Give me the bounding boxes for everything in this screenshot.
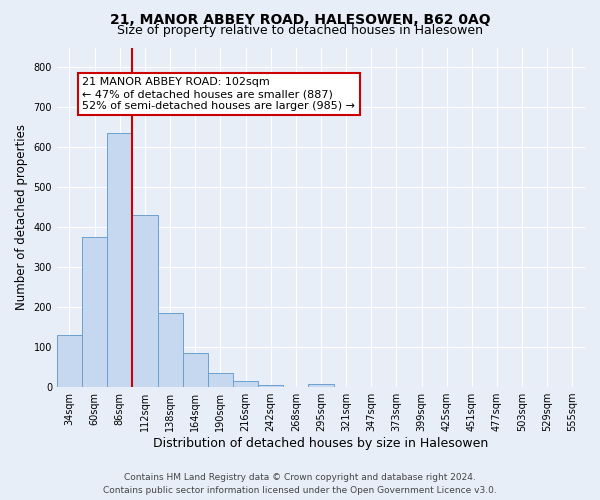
Text: 21, MANOR ABBEY ROAD, HALESOWEN, B62 0AQ: 21, MANOR ABBEY ROAD, HALESOWEN, B62 0AQ <box>110 12 490 26</box>
Bar <box>107 134 133 387</box>
Text: Contains HM Land Registry data © Crown copyright and database right 2024.
Contai: Contains HM Land Registry data © Crown c… <box>103 474 497 495</box>
Text: Size of property relative to detached houses in Halesowen: Size of property relative to detached ho… <box>117 24 483 37</box>
Bar <box>233 381 258 387</box>
Bar <box>208 373 233 387</box>
Text: 21 MANOR ABBEY ROAD: 102sqm
← 47% of detached houses are smaller (887)
52% of se: 21 MANOR ABBEY ROAD: 102sqm ← 47% of det… <box>82 78 355 110</box>
Bar <box>158 313 182 387</box>
Bar <box>57 335 82 387</box>
Y-axis label: Number of detached properties: Number of detached properties <box>15 124 28 310</box>
Bar <box>182 353 208 387</box>
Bar <box>82 238 107 387</box>
Bar <box>133 216 158 387</box>
Bar <box>308 384 334 387</box>
Bar <box>258 385 283 387</box>
X-axis label: Distribution of detached houses by size in Halesowen: Distribution of detached houses by size … <box>154 437 488 450</box>
